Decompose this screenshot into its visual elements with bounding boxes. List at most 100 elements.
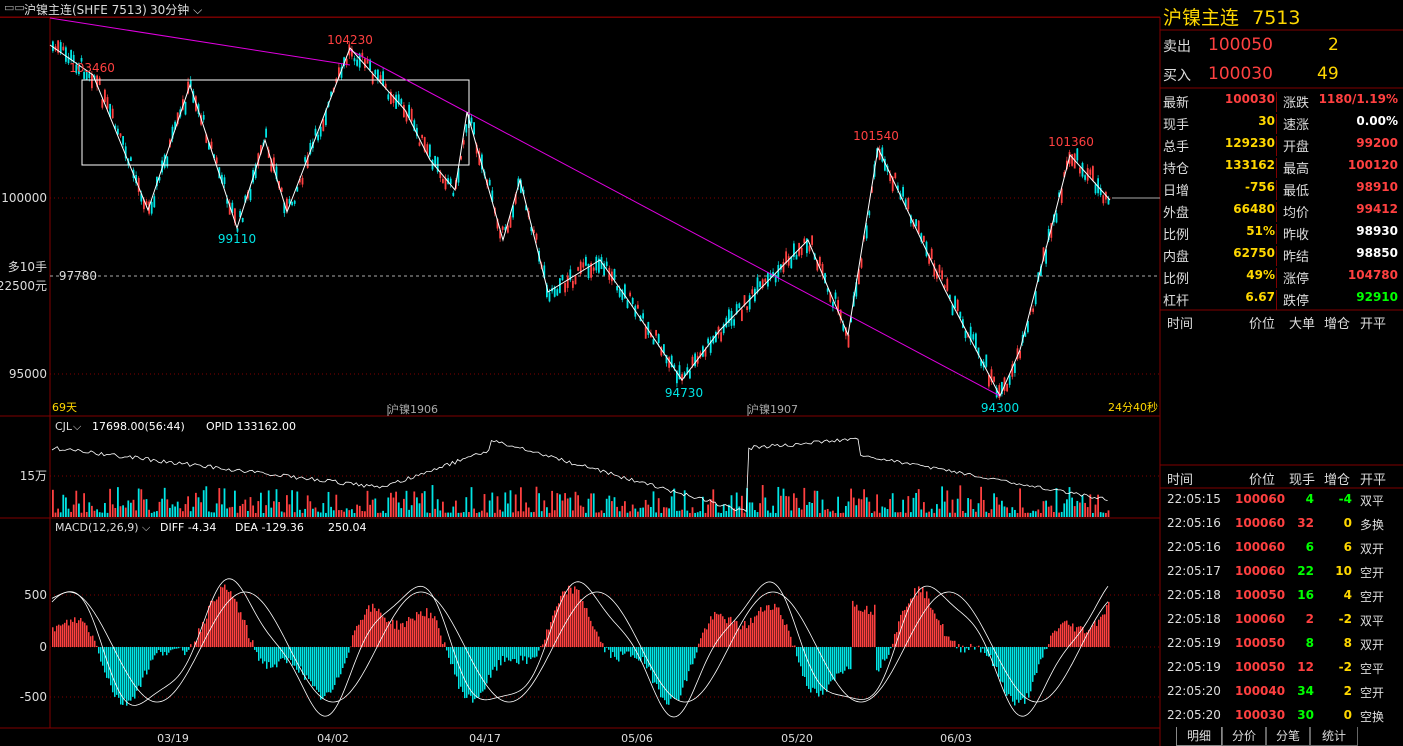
volume-bar	[569, 497, 572, 517]
macd-bar	[754, 616, 756, 647]
volume-bar	[517, 511, 520, 517]
macd-bar	[464, 647, 466, 699]
volume-bar	[761, 485, 764, 517]
candle-body	[140, 193, 143, 202]
macd-bar	[426, 608, 428, 647]
macd-bar	[504, 647, 506, 662]
candle-body	[260, 145, 262, 154]
macd-bar	[648, 647, 650, 667]
volume-bar	[702, 496, 704, 517]
macd-bar	[222, 587, 224, 647]
candle-body	[83, 71, 85, 79]
volume-bar	[184, 504, 187, 517]
stat-value: 133162	[1224, 158, 1275, 172]
chevron-down-icon[interactable]: ⌵	[73, 420, 82, 433]
candle-body	[647, 322, 650, 335]
volume-bar	[878, 512, 881, 517]
volume-bar	[234, 490, 236, 517]
candle-body	[1097, 178, 1099, 194]
candle-body	[249, 189, 252, 201]
volume-bar	[624, 501, 626, 517]
chevron-down-icon[interactable]: ⌵	[142, 521, 151, 534]
candle-body	[746, 306, 748, 311]
volume-bar	[657, 498, 660, 517]
volume-bar	[254, 512, 257, 517]
candle-body	[816, 259, 819, 271]
macd-bar	[1038, 647, 1040, 665]
macd-bar	[140, 647, 142, 687]
macd-indicator-name[interactable]: MACD(12,26,9)	[55, 521, 139, 534]
macd-bar	[104, 647, 106, 673]
volume-bar	[832, 510, 834, 517]
macd-bar	[448, 647, 450, 658]
macd-bar	[688, 647, 690, 672]
volume-bar	[236, 512, 239, 517]
tab-price-dist[interactable]: 分价	[1222, 727, 1266, 746]
stat-value: 104780	[1347, 268, 1398, 282]
candle-body	[657, 334, 660, 343]
volume-bar	[444, 512, 447, 517]
macd-bar	[906, 606, 908, 647]
quote-row: 内盘 62750 昨结 98850	[1163, 246, 1398, 268]
instrument-title[interactable]: 沪镍主连(SHFE 7513)	[24, 3, 147, 17]
tick-row: 22:05:16 100060 6 6 双开	[1163, 540, 1398, 564]
tick-price: 100060	[1235, 516, 1286, 530]
volume-bar	[585, 512, 587, 517]
candle-body	[244, 195, 247, 203]
volume-bar	[907, 496, 910, 517]
volume-indicator-name[interactable]: CJL	[55, 420, 73, 433]
macd-bar	[1020, 647, 1022, 701]
candle-body	[408, 104, 410, 118]
candle-body	[626, 299, 629, 308]
period-selector[interactable]: 30分钟 ⌵	[150, 1, 202, 18]
volume-bar	[777, 486, 780, 517]
macd-bar	[390, 623, 392, 647]
macd-bar	[178, 647, 180, 649]
volume-bar	[1034, 511, 1037, 517]
macd-bar	[1018, 647, 1020, 703]
macd-bar	[210, 600, 212, 647]
macd-bar	[1072, 623, 1074, 647]
volume-bar	[270, 507, 273, 517]
candle-body	[52, 41, 54, 52]
candle-body	[171, 126, 174, 139]
stat-label: 内盘	[1163, 250, 1190, 265]
candle-body	[475, 144, 478, 154]
volume-bar	[327, 491, 330, 517]
candle-body	[462, 140, 465, 145]
macd-bar	[212, 600, 214, 647]
candle-body	[761, 279, 764, 288]
macd-bar	[106, 647, 108, 678]
macd-bar	[888, 647, 890, 655]
macd-bar	[502, 647, 504, 656]
volume-bar	[551, 490, 553, 517]
tab-detail[interactable]: 明细	[1176, 727, 1222, 746]
ask-label: 卖出	[1163, 39, 1191, 55]
macd-bar	[444, 642, 446, 647]
macd-bar	[706, 629, 708, 647]
tab-trades[interactable]: 分笔	[1266, 727, 1310, 746]
macd-bar	[712, 619, 714, 647]
volume-bar	[62, 494, 65, 517]
tick-oi: 0	[1343, 708, 1352, 722]
macd-bar	[412, 618, 414, 647]
candle-body	[556, 289, 559, 296]
stat-value: 98910	[1356, 180, 1398, 194]
volume-bar	[915, 492, 917, 517]
macd-bar	[286, 647, 288, 664]
candle-body	[845, 327, 847, 336]
menu-icon[interactable]: ▭▭	[4, 1, 25, 14]
candle-body	[361, 52, 364, 58]
macd-bar	[292, 647, 294, 666]
volume-bar	[416, 497, 418, 517]
volume-bar	[946, 490, 949, 517]
volume-bar	[286, 495, 288, 517]
tab-stats[interactable]: 统计	[1310, 727, 1358, 746]
macd-bar	[798, 647, 800, 663]
volume-bar	[1081, 495, 1084, 517]
macd-bar	[726, 623, 728, 647]
macd-bar	[730, 616, 732, 647]
stat-value: 51%	[1246, 224, 1275, 238]
volume-bar	[343, 511, 345, 517]
